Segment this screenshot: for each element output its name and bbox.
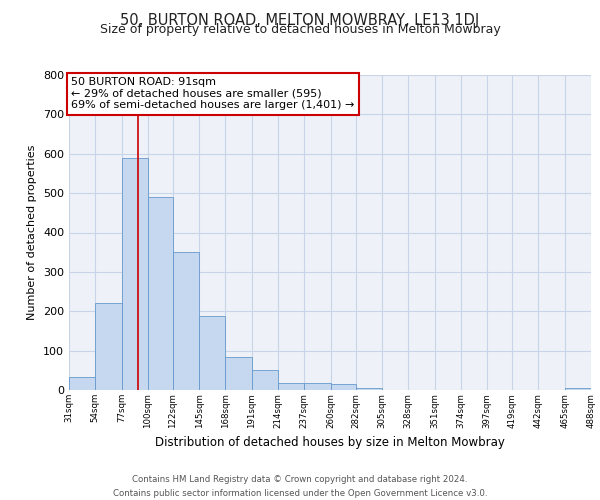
Text: 50 BURTON ROAD: 91sqm
← 29% of detached houses are smaller (595)
69% of semi-det: 50 BURTON ROAD: 91sqm ← 29% of detached … xyxy=(71,77,355,110)
Text: Size of property relative to detached houses in Melton Mowbray: Size of property relative to detached ho… xyxy=(100,24,500,36)
Bar xyxy=(122,158,148,390)
X-axis label: Distribution of detached houses by size in Melton Mowbray: Distribution of detached houses by size … xyxy=(155,436,505,449)
Bar xyxy=(226,358,252,390)
Bar xyxy=(331,384,356,390)
Bar xyxy=(199,316,226,390)
Text: 50, BURTON ROAD, MELTON MOWBRAY, LE13 1DJ: 50, BURTON ROAD, MELTON MOWBRAY, LE13 1D… xyxy=(121,12,479,28)
Bar xyxy=(565,388,591,390)
Y-axis label: Number of detached properties: Number of detached properties xyxy=(28,145,37,320)
Bar xyxy=(278,383,304,390)
Bar xyxy=(173,252,199,390)
Bar xyxy=(304,383,331,390)
Bar xyxy=(148,197,173,390)
Bar xyxy=(356,388,382,390)
Bar xyxy=(95,302,122,390)
Bar xyxy=(252,370,278,390)
Bar xyxy=(69,377,95,390)
Text: Contains HM Land Registry data © Crown copyright and database right 2024.
Contai: Contains HM Land Registry data © Crown c… xyxy=(113,476,487,498)
